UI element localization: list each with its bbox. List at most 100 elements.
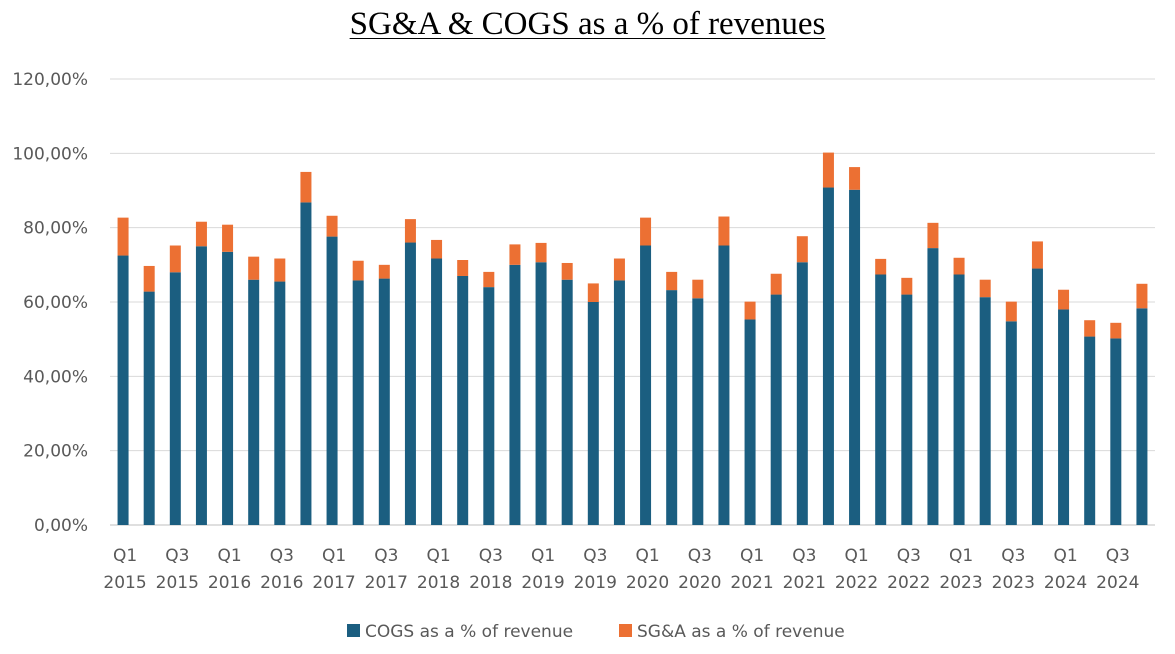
bar-sga [901, 277, 913, 295]
x-tick-label-quarter: Q3 [479, 546, 503, 566]
bar-cogs [849, 189, 861, 526]
x-tick-label-year: 2015 [103, 573, 146, 593]
x-tick-label-quarter: Q1 [740, 546, 764, 566]
bar-cogs [1110, 338, 1122, 525]
bar-cogs [744, 319, 756, 525]
bar-sga [457, 260, 469, 276]
bar-cogs [561, 279, 573, 525]
x-tick-label-year: 2021 [730, 573, 773, 593]
bar-sga [640, 217, 652, 246]
y-tick-label: 40,00% [23, 367, 88, 387]
y-tick-label: 120,00% [12, 70, 88, 90]
x-tick-label-year: 2020 [626, 573, 669, 593]
bar-cogs [666, 290, 678, 525]
legend-label: SG&A as a % of revenue [637, 622, 845, 642]
bar-sga [822, 152, 834, 188]
bar-cogs [796, 262, 808, 525]
bar-sga [666, 271, 678, 291]
bar-cogs [274, 281, 286, 525]
bar-cogs [587, 302, 599, 525]
bar-sga [1136, 283, 1148, 309]
bar-cogs [979, 297, 991, 525]
y-axis-labels: 0,00% 20,00% 40,00% 60,00% 80,00% 100,00% 120,… [12, 70, 88, 536]
bar-cogs [378, 278, 390, 525]
bar-sga [248, 256, 260, 280]
bar-sga [718, 216, 730, 246]
bar-sga [587, 283, 599, 302]
bar-cogs [1005, 321, 1017, 525]
bars [117, 152, 1148, 526]
bar-sga [404, 219, 416, 243]
bar-sga [352, 260, 364, 281]
x-tick-label-year: 2021 [783, 573, 826, 593]
bar-cogs [1058, 309, 1070, 525]
bar-cogs [300, 202, 312, 526]
y-tick-label: 60,00% [23, 293, 88, 313]
bar-cogs [613, 280, 625, 525]
bar-sga [561, 262, 573, 280]
bar-sga [274, 258, 286, 282]
bar-sga [875, 258, 887, 275]
x-tick-label-year: 2020 [678, 573, 721, 593]
bar-cogs [822, 187, 834, 525]
bar-cogs [901, 294, 913, 525]
x-tick-label-quarter: Q3 [270, 546, 294, 566]
x-tick-label-quarter: Q3 [1106, 546, 1130, 566]
bar-cogs [169, 272, 181, 525]
bar-cogs [1031, 268, 1043, 525]
bar-cogs [718, 245, 730, 526]
legend-label: COGS as a % of revenue [365, 622, 573, 642]
x-tick-label-quarter: Q3 [374, 546, 398, 566]
bar-sga [744, 301, 756, 320]
bar-cogs [143, 291, 155, 525]
x-tick-label-quarter: Q3 [688, 546, 712, 566]
bar-cogs [352, 280, 364, 525]
x-tick-label-quarter: Q1 [635, 546, 659, 566]
bar-cogs [1084, 336, 1096, 525]
bar-cogs [692, 298, 704, 525]
y-tick-label: 100,00% [12, 144, 88, 164]
bar-cogs [1136, 308, 1148, 525]
bar-sga [483, 271, 495, 288]
x-tick-label-quarter: Q3 [583, 546, 607, 566]
x-tick-label-year: 2016 [260, 573, 303, 593]
legend-swatch [347, 624, 360, 637]
x-tick-label-year: 2015 [156, 573, 199, 593]
bar-cogs [117, 255, 129, 525]
x-tick-label-quarter: Q1 [426, 546, 450, 566]
bar-sga [1110, 322, 1122, 339]
x-tick-label-year: 2018 [417, 573, 460, 593]
bar-sga [979, 279, 991, 298]
bar-cogs [927, 248, 939, 525]
bar-sga [509, 244, 521, 265]
bar-sga [692, 279, 704, 299]
bar-sga [169, 245, 181, 273]
bar-sga [1031, 241, 1043, 269]
bar-cogs [483, 287, 495, 525]
legend-swatch [619, 624, 632, 637]
bar-cogs [509, 264, 521, 525]
x-tick-label-quarter: Q1 [217, 546, 241, 566]
bar-sga [326, 215, 338, 237]
bar-cogs [535, 262, 547, 525]
x-tick-label-quarter: Q1 [1053, 546, 1077, 566]
bar-cogs [195, 246, 207, 525]
x-tick-label-year: 2017 [365, 573, 408, 593]
x-tick-label-year: 2018 [469, 573, 512, 593]
y-tick-label: 80,00% [23, 219, 88, 239]
x-tick-label-quarter: Q3 [1001, 546, 1025, 566]
bar-sga [953, 257, 965, 275]
legend: COGS as a % of revenue SG&A as a % of rev… [347, 622, 845, 642]
bar-sga [535, 242, 547, 263]
bar-sga [143, 265, 155, 292]
x-axis-labels: Q1 2015 Q3 2015 Q1 2016 Q3 2016 Q1 2017 Q3 2017 Q1 20… [103, 546, 1139, 593]
bar-sga [195, 221, 207, 247]
bar-cogs [640, 245, 652, 526]
bar-sga [1058, 289, 1070, 310]
x-tick-label-year: 2016 [208, 573, 251, 593]
x-tick-label-year: 2022 [835, 573, 878, 593]
x-tick-label-quarter: Q1 [322, 546, 346, 566]
bar-sga [613, 258, 625, 281]
x-tick-label-year: 2024 [1044, 573, 1087, 593]
